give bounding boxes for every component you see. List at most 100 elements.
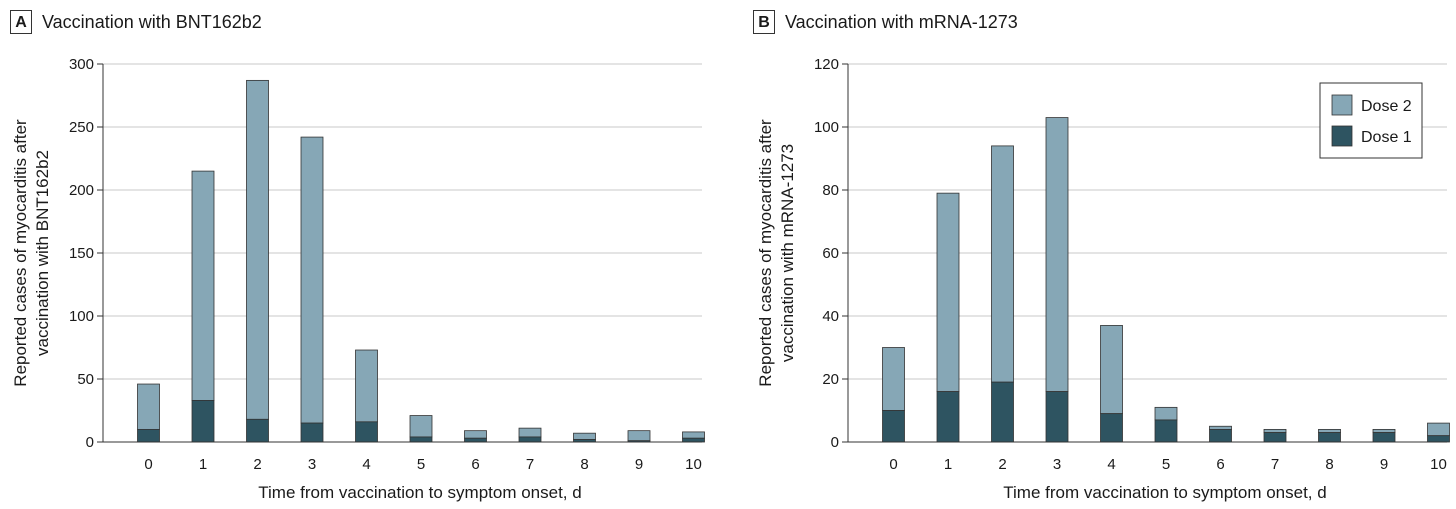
bar-b-dose2-5 [1154,406,1178,421]
y-tick-label-a-2: 100 [69,308,94,325]
legend-label-dose-1: Dose 1 [1361,129,1412,146]
bar-b-dose1-7 [1263,432,1287,443]
bar-b-dose2-2 [991,145,1014,383]
bar-b-dose1-10 [1427,435,1450,443]
y-tick-label-b-3: 60 [822,245,839,262]
bar-a-dose2-6 [464,430,487,439]
x-tick-label-b-0: 0 [889,456,897,473]
bar-a-dose2-9 [627,430,651,442]
y-tick-label-a-3: 150 [69,245,94,262]
x-tick-label-a-2: 2 [253,456,261,473]
x-tick-label-a-10: 10 [685,456,702,473]
x-tick-label-a-7: 7 [526,456,534,473]
x-tick-label-a-1: 1 [199,456,207,473]
y-axis-label-b-line2: vaccination with mRNA-1273 [778,144,797,362]
y-axis-label-a-line2: vaccination with BNT162b2 [33,150,52,356]
y-tick-label-a-4: 200 [69,182,94,199]
x-tick-label-a-3: 3 [308,456,316,473]
x-axis-label-a: Time from vaccination to symptom onset, … [258,483,581,502]
x-ticks-a: 0 1 2 3 4 5 6 7 8 9 10 [144,456,702,473]
chart-panel-b: B Vaccination with mRNA-1273 0 20 40 60 80 10… [745,0,1456,509]
chart-title-b: Vaccination with mRNA-1273 [785,11,1018,32]
bar-a-dose2-1 [191,170,215,401]
y-tick-label-a-0: 0 [86,434,94,451]
bar-a-dose2-8 [573,432,596,440]
bar-b-dose2-10 [1427,422,1450,437]
bar-a-dose2-10 [682,431,705,439]
legend-label-dose-2: Dose 2 [1361,98,1412,115]
panel-header-a: A Vaccination with BNT162b2 [10,8,262,36]
x-tick-label-a-8: 8 [580,456,588,473]
y-tick-label-b-2: 40 [822,308,839,325]
bar-b-dose2-1 [936,192,960,392]
chart-title-a: Vaccination with BNT162b2 [42,11,262,32]
panel-header-b: B Vaccination with mRNA-1273 [753,8,1018,36]
y-tick-label-b-1: 20 [822,371,839,388]
chart-svg-b: 0 20 40 60 80 100 120 0 1 2 3 4 5 6 7 8 9 10 Reported ca… [756,56,1450,502]
legend-box [1319,82,1423,159]
x-tick-label-a-4: 4 [362,456,370,473]
bar-a-dose1-6 [464,437,487,443]
x-tick-label-b-7: 7 [1271,456,1279,473]
y-axis-label-a-line1: Reported cases of myocarditis after [11,119,30,387]
panel-letter-a: A [10,10,32,34]
bar-b-dose1-0 [882,410,905,443]
y-ticks-a: 0 50 100 150 200 250 300 [69,56,103,451]
x-tick-label-a-9: 9 [635,456,643,473]
x-tick-label-b-8: 8 [1325,456,1333,473]
bar-a-dose1-1 [191,400,215,443]
bar-b-dose2-8 [1318,428,1341,433]
bar-a-dose1-3 [300,422,324,443]
y-tick-label-a-1: 50 [77,371,94,388]
bar-a-dose2-5 [409,415,433,438]
y-tick-label-a-5: 250 [69,119,94,136]
chart-panel-a: A Vaccination with BNT162b2 0 50 100 150 200… [10,8,705,502]
x-ticks-b: 0 1 2 3 4 5 6 7 8 9 10 [889,456,1447,473]
bar-b-dose2-7 [1263,428,1287,433]
x-tick-label-b-3: 3 [1053,456,1061,473]
bar-b-dose1-3 [1045,391,1069,443]
bar-a-dose1-0 [137,428,160,443]
x-tick-label-b-1: 1 [944,456,952,473]
y-tick-label-b-4: 80 [822,182,839,199]
bars-a [137,79,705,443]
y-ticks-b: 0 20 40 60 80 100 120 [814,56,848,451]
y-tick-label-b-0: 0 [831,434,839,451]
bar-a-dose1-7 [518,436,542,443]
bar-a-dose2-0 [137,383,160,430]
y-tick-label-b-6: 120 [814,56,839,73]
bar-a-dose2-4 [355,349,378,423]
bar-b-dose1-8 [1318,432,1341,443]
bar-b-dose2-6 [1209,425,1232,430]
legend-b: Dose 2 Dose 1 [1319,82,1423,159]
y-axis-label-b-line1: Reported cases of myocarditis after [756,119,775,387]
bar-b-dose1-6 [1209,428,1232,443]
bar-a-dose1-5 [409,436,433,443]
x-tick-label-b-5: 5 [1162,456,1170,473]
bar-b-dose1-1 [936,391,960,443]
x-tick-label-b-10: 10 [1430,456,1447,473]
panel-letter-b: B [753,10,775,34]
legend-swatch-dose-2 [1331,94,1353,116]
bar-a-dose1-10 [682,437,705,443]
x-tick-label-a-6: 6 [471,456,479,473]
x-tick-label-b-2: 2 [998,456,1006,473]
bar-b-dose2-3 [1045,117,1069,392]
bar-b-dose1-4 [1100,413,1123,443]
x-tick-label-b-6: 6 [1216,456,1224,473]
bar-b-dose2-4 [1100,325,1123,415]
legend-swatch-dose-1 [1331,125,1353,147]
bar-b-dose2-9 [1372,428,1396,433]
bar-a-dose1-2 [246,418,269,443]
bar-b-dose1-2 [991,381,1014,443]
bar-a-dose2-7 [518,427,542,438]
bar-a-dose1-4 [355,421,378,443]
x-tick-label-b-4: 4 [1107,456,1115,473]
bars-b [882,117,1450,443]
bar-a-dose2-3 [300,136,324,424]
x-tick-label-a-0: 0 [144,456,152,473]
bar-b-dose1-9 [1372,432,1396,443]
x-tick-label-b-9: 9 [1380,456,1388,473]
y-tick-label-b-5: 100 [814,119,839,136]
x-tick-label-a-5: 5 [417,456,425,473]
